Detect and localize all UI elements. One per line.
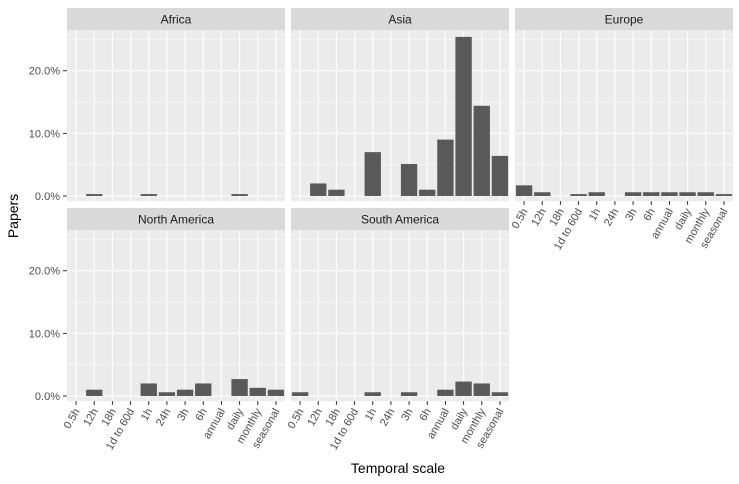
facet-strip xyxy=(515,8,733,30)
x-tick-label: 3h xyxy=(623,207,640,224)
bar xyxy=(437,139,454,196)
facet-panel: Africa xyxy=(67,8,285,201)
facet-panel: North America xyxy=(67,208,285,401)
bar xyxy=(364,392,381,396)
x-tick-label: 24h xyxy=(602,207,622,229)
facet-strip xyxy=(291,8,509,30)
facet-strip xyxy=(67,8,285,30)
facet-panel: Europe xyxy=(515,8,733,201)
bar xyxy=(419,189,436,196)
x-tick-label: 1h xyxy=(363,407,380,424)
bar xyxy=(624,192,642,196)
y-tick-label: 10.0% xyxy=(29,128,60,140)
x-tick-label: 12h xyxy=(81,407,101,429)
bar xyxy=(231,379,248,396)
x-tick-label: 3h xyxy=(175,407,192,424)
bar xyxy=(534,192,551,196)
facet-strip xyxy=(67,208,285,230)
facet-strip-label: Africa xyxy=(161,13,192,27)
y-axes: 0.0% 10.0% 20.0% 0.0% 10.0% 20.0% xyxy=(29,66,67,403)
bar xyxy=(515,185,533,196)
y-tick-label: 10.0% xyxy=(29,328,60,340)
facet-strip-label: Europe xyxy=(605,13,644,27)
x-tick-label: 12h xyxy=(305,407,325,429)
x-tick-label: 0.5h xyxy=(510,207,531,232)
bar xyxy=(473,383,490,396)
bar xyxy=(195,383,212,396)
bar xyxy=(140,383,157,396)
facet-strip xyxy=(291,208,509,230)
bar xyxy=(400,164,418,196)
bar xyxy=(455,381,472,396)
x-tick-label: 0.5h xyxy=(286,407,307,432)
bar xyxy=(437,389,454,396)
x-tick-label: 1h xyxy=(587,207,604,224)
facet-strip-label: South America xyxy=(361,213,439,227)
x-tick-label: 6h xyxy=(193,407,210,424)
y-tick-label: 0.0% xyxy=(35,191,60,203)
y-axis-title: Papers xyxy=(5,194,21,238)
bar xyxy=(473,105,490,196)
y-tick-label: 20.0% xyxy=(29,266,60,278)
facet-strip-label: Asia xyxy=(388,13,412,27)
bar xyxy=(328,189,345,196)
y-tick-label: 20.0% xyxy=(29,66,60,78)
bar xyxy=(249,387,266,396)
x-tick-label: 6h xyxy=(417,407,434,424)
x-tick-label: 6h xyxy=(641,207,658,224)
panel-background xyxy=(291,30,509,201)
panel-background xyxy=(67,230,285,401)
panel-background xyxy=(67,30,285,201)
bar xyxy=(86,194,103,196)
facet-panel: South America xyxy=(291,208,509,401)
bar xyxy=(679,192,696,196)
bar xyxy=(715,194,733,196)
bar xyxy=(291,392,309,396)
facet-strip-label: North America xyxy=(138,213,214,227)
bar xyxy=(588,192,605,196)
bar xyxy=(661,192,678,196)
bar xyxy=(364,152,381,196)
x-tick-label: 3h xyxy=(399,407,416,424)
bar xyxy=(570,194,587,196)
bar xyxy=(86,389,103,396)
bar xyxy=(267,389,285,396)
bar xyxy=(231,194,248,196)
bar xyxy=(643,192,660,196)
bar xyxy=(158,392,176,396)
x-axis-title: Temporal scale xyxy=(351,460,445,476)
x-tick-label: 24h xyxy=(154,407,174,429)
x-tick-label: 0.5h xyxy=(62,407,83,432)
facet-panels: Africa Asia Europe North America South Ameri… xyxy=(67,8,733,401)
bar xyxy=(491,155,509,196)
bar xyxy=(140,194,157,196)
x-tick-label: 24h xyxy=(378,407,398,429)
bar xyxy=(400,392,418,396)
bar xyxy=(310,183,327,196)
panel-background xyxy=(291,230,509,401)
bar xyxy=(697,192,714,196)
x-tick-label: 1h xyxy=(139,407,156,424)
bar xyxy=(455,36,472,196)
bar xyxy=(176,389,194,396)
bar xyxy=(491,392,509,396)
facet-panel: Asia xyxy=(291,8,509,201)
y-tick-label: 0.0% xyxy=(35,391,60,403)
panel-background xyxy=(515,30,733,201)
x-tick-label: 12h xyxy=(529,207,549,229)
